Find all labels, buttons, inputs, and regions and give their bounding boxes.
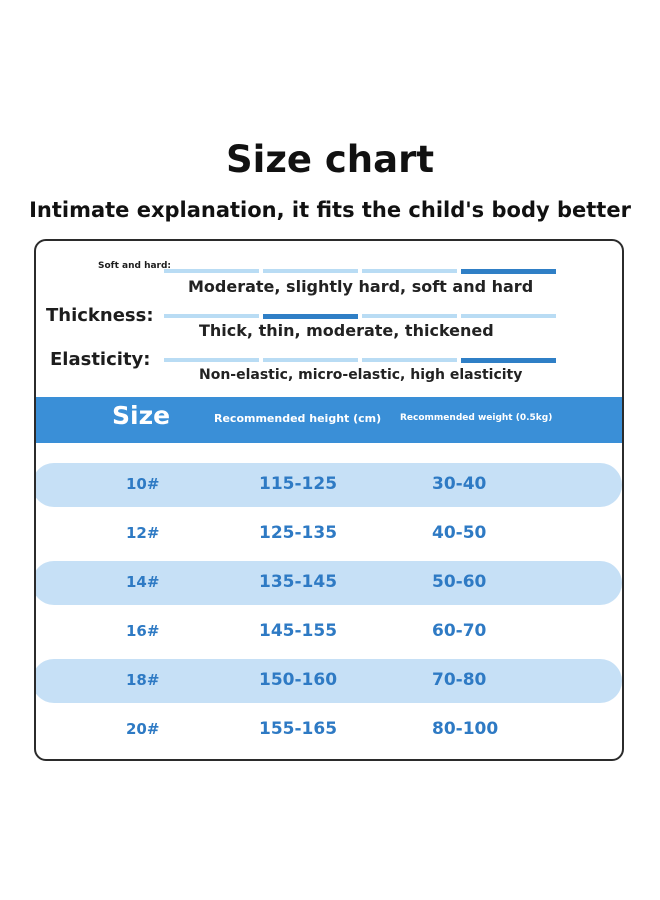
cell-weight: 60-70	[432, 621, 487, 641]
table-row: 14# 135-145 50-60	[36, 561, 622, 605]
cell-height: 125-135	[259, 523, 338, 543]
cell-weight: 50-60	[432, 572, 487, 592]
cell-height: 150-160	[259, 670, 338, 690]
page-title: Size chart	[225, 138, 435, 181]
header-height: Recommended height (cm)	[214, 412, 382, 425]
cell-weight: 80-100	[432, 719, 499, 739]
cell-weight: 30-40	[432, 474, 487, 494]
cell-height: 145-155	[259, 621, 338, 641]
cell-size: 12#	[126, 524, 160, 542]
table-header: Size Recommended height (cm) Recommended…	[36, 397, 622, 443]
softness-scale-segment-1	[164, 269, 259, 273]
header-size: Size	[112, 401, 171, 430]
table-row: 12# 125-135 40-50	[36, 512, 622, 556]
elasticity-label: Elasticity:	[50, 349, 151, 370]
cell-height: 115-125	[259, 474, 338, 494]
header-weight: Recommended weight (0.5kg)	[400, 413, 553, 423]
softness-options: Moderate, slightly hard, soft and hard	[188, 277, 534, 296]
elasticity-scale-segment-1	[164, 358, 259, 362]
thickness-label: Thickness:	[46, 305, 154, 326]
table-row: 20# 155-165 80-100	[36, 708, 622, 752]
cell-height: 155-165	[259, 719, 338, 739]
cell-size: 16#	[126, 622, 160, 640]
thickness-scale-segment-3	[362, 314, 457, 318]
softness-scale-segment-3	[362, 269, 457, 273]
thickness-scale-segment-4	[461, 314, 556, 318]
softness-scale-segment-2	[263, 269, 358, 273]
elasticity-options: Non-elastic, micro-elastic, high elastic…	[199, 367, 523, 383]
table-row: 10# 115-125 30-40	[36, 463, 622, 507]
thickness-scale-segment-2	[263, 314, 358, 319]
softness-label: Soft and hard:	[98, 261, 172, 271]
row-highlight	[36, 463, 622, 507]
row-highlight	[36, 659, 622, 703]
softness-scale-segment-4	[461, 269, 556, 274]
cell-weight: 70-80	[432, 670, 487, 690]
thickness-options: Thick, thin, moderate, thickened	[199, 321, 494, 340]
elasticity-scale-segment-2	[263, 358, 358, 362]
size-chart-card: Soft and hard: Moderate, slightly hard, …	[34, 239, 624, 761]
elasticity-scale	[164, 358, 556, 363]
cell-weight: 40-50	[432, 523, 487, 543]
row-highlight	[36, 561, 622, 605]
table-row: 16# 145-155 60-70	[36, 610, 622, 654]
cell-size: 20#	[126, 720, 160, 738]
table-row: 18# 150-160 70-80	[36, 659, 622, 703]
page-subtitle: Intimate explanation, it fits the child'…	[29, 198, 631, 222]
elasticity-scale-segment-4	[461, 358, 556, 363]
elasticity-scale-segment-3	[362, 358, 457, 362]
softness-scale	[164, 269, 556, 274]
cell-size: 14#	[126, 573, 160, 591]
thickness-scale-segment-1	[164, 314, 259, 318]
cell-height: 135-145	[259, 572, 338, 592]
cell-size: 10#	[126, 475, 160, 493]
thickness-scale	[164, 314, 556, 319]
cell-size: 18#	[126, 671, 160, 689]
